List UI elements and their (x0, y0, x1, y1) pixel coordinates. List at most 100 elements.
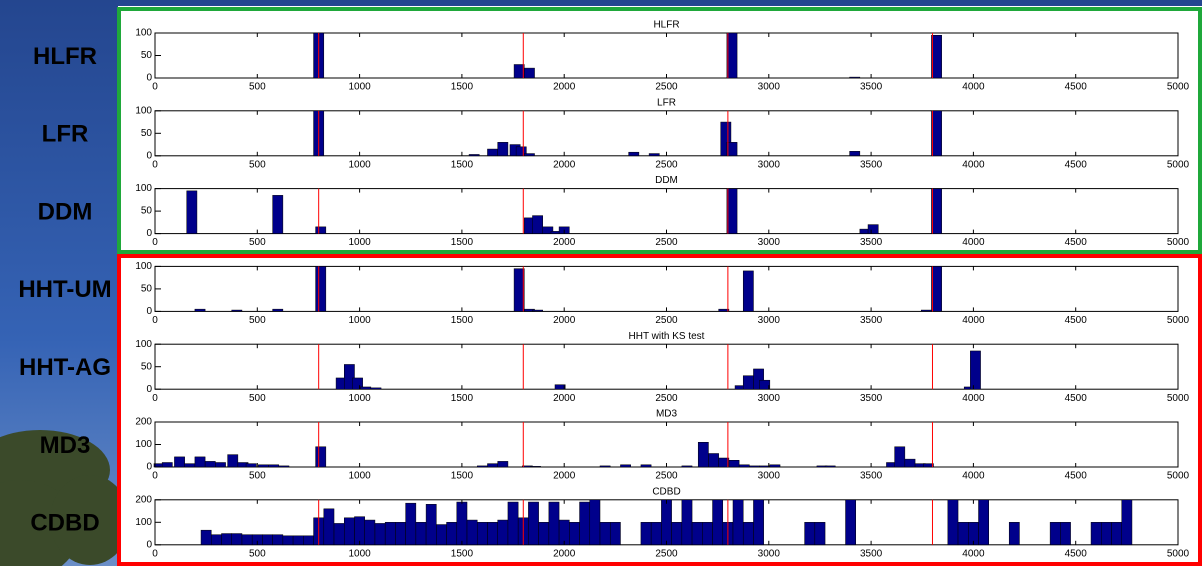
x-tick-label: 5000 (1167, 237, 1190, 248)
bar (719, 458, 729, 467)
bar (469, 154, 479, 155)
bar (702, 522, 712, 545)
x-tick-label: 3500 (860, 237, 883, 248)
bar (195, 457, 205, 467)
plot-frame (155, 111, 1178, 156)
panel-title: HHT with KS test (629, 331, 705, 342)
x-tick-label: 1000 (348, 471, 371, 482)
panel-title: DDM (655, 175, 678, 186)
bar (931, 189, 941, 234)
bar (498, 142, 508, 156)
bar (1112, 522, 1122, 545)
x-tick-label: 500 (249, 159, 266, 170)
bar (733, 500, 743, 545)
bar (600, 466, 610, 467)
x-tick-label: 1500 (451, 237, 474, 248)
x-tick-label: 2000 (553, 471, 576, 482)
x-tick-label: 2000 (553, 159, 576, 170)
bar (719, 309, 729, 311)
x-tick-label: 4000 (962, 237, 985, 248)
x-tick-label: 4000 (962, 82, 985, 93)
bar (610, 522, 620, 545)
x-tick-label: 3500 (860, 315, 883, 326)
plot-frame (155, 266, 1178, 311)
panel-title: CDBD (652, 486, 680, 497)
x-tick-label: 3500 (860, 159, 883, 170)
x-tick-label: 1000 (348, 159, 371, 170)
x-tick-label: 1500 (451, 82, 474, 93)
x-tick-label: 1000 (348, 315, 371, 326)
bar (921, 310, 931, 311)
bar (354, 517, 364, 545)
bar (760, 380, 770, 389)
bar (948, 500, 958, 545)
bar (406, 503, 416, 545)
bar (641, 522, 651, 545)
bar (743, 522, 753, 545)
bar (436, 525, 446, 545)
bar (416, 522, 426, 545)
y-tick-label: 50 (141, 284, 153, 295)
bar (375, 523, 385, 544)
bar (498, 520, 508, 545)
bar (682, 500, 692, 545)
method-label: HLFR (33, 43, 97, 70)
x-tick-label: 1500 (451, 159, 474, 170)
method-label: LFR (42, 121, 89, 148)
bar (477, 466, 487, 467)
bar (162, 463, 172, 468)
bar (727, 142, 737, 156)
x-tick-label: 500 (249, 471, 266, 482)
bar (524, 68, 534, 78)
bar (555, 385, 565, 390)
bar (850, 151, 860, 156)
method-label: MD3 (40, 432, 91, 459)
x-tick-label: 2000 (553, 315, 576, 326)
bar (1009, 522, 1019, 545)
bar (187, 191, 197, 234)
plot-frame (155, 344, 1178, 389)
bar (549, 502, 559, 545)
bar (868, 225, 878, 234)
y-tick-label: 200 (135, 494, 152, 505)
x-tick-label: 0 (152, 393, 158, 404)
bar (805, 522, 815, 545)
bar (895, 447, 905, 467)
bar (958, 522, 968, 545)
y-tick-label: 100 (135, 183, 152, 194)
x-tick-label: 0 (152, 159, 158, 170)
x-tick-label: 4000 (962, 471, 985, 482)
plot-frame (155, 422, 1178, 467)
bar (931, 111, 941, 156)
x-tick-label: 2500 (655, 393, 678, 404)
bar (729, 460, 739, 467)
bar (698, 442, 708, 467)
bar (174, 457, 184, 467)
y-tick-label: 0 (146, 539, 152, 550)
x-tick-label: 4500 (1065, 82, 1088, 93)
x-tick-label: 3000 (758, 237, 781, 248)
x-tick-label: 2500 (655, 237, 678, 248)
bar (629, 152, 639, 156)
y-tick-label: 0 (146, 228, 152, 239)
y-tick-label: 50 (141, 361, 153, 372)
bar (514, 269, 524, 312)
bar (1122, 500, 1132, 545)
x-tick-label: 3000 (758, 82, 781, 93)
method-label: CDBD (30, 510, 99, 537)
bar (487, 149, 497, 156)
bar (365, 520, 375, 545)
y-tick-label: 0 (146, 462, 152, 473)
bar (979, 500, 989, 545)
bar (242, 535, 252, 545)
x-tick-label: 2500 (655, 548, 678, 559)
bar (316, 447, 326, 467)
x-tick-label: 500 (249, 548, 266, 559)
bar (708, 454, 718, 468)
bar (600, 522, 610, 545)
x-tick-label: 0 (152, 548, 158, 559)
bar (185, 464, 195, 467)
x-tick-label: 1500 (451, 471, 474, 482)
bar (215, 463, 225, 468)
panel-title: HLFR (653, 20, 679, 31)
